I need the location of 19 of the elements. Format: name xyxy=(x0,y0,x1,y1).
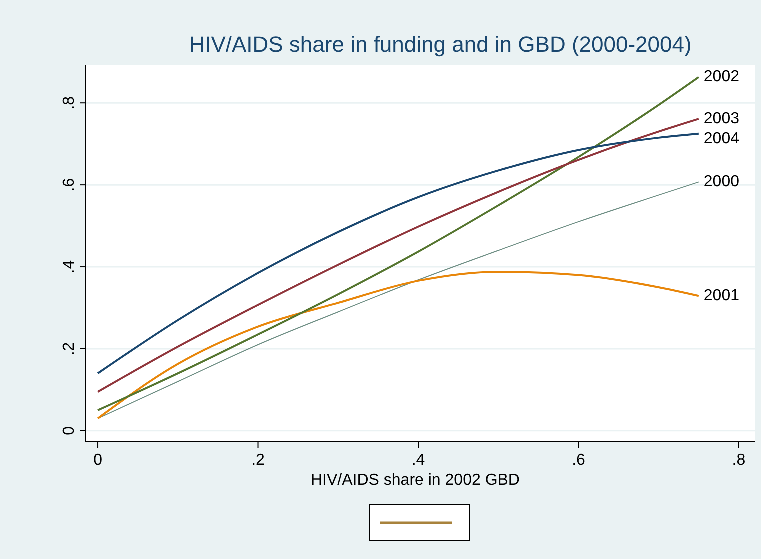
series-label: 2000 xyxy=(704,173,740,190)
series-label: 2004 xyxy=(704,130,740,148)
line-series xyxy=(97,270,700,420)
series-label: 2001 xyxy=(704,287,740,304)
y-tick-label: 0 xyxy=(61,426,78,436)
y-tick-label: .4 xyxy=(61,260,78,274)
x-axis-title: HIV/AIDS share in 2002 GBD xyxy=(311,472,520,489)
x-tick-label: .8 xyxy=(732,452,746,469)
x-tick-label: 0 xyxy=(94,452,103,469)
y-tick-label: .8 xyxy=(61,96,78,110)
x-tick-label: .2 xyxy=(252,452,266,469)
series-label: 2003 xyxy=(704,110,740,128)
x-tick-label: .6 xyxy=(572,452,586,469)
y-tick-label: .2 xyxy=(61,342,78,356)
chart-title: HIV/AIDS share in funding and in GBD (2000-2004) xyxy=(189,32,692,57)
y-tick-label: .6 xyxy=(61,178,78,192)
line-series xyxy=(97,76,700,412)
series-label: 2002 xyxy=(704,68,740,86)
x-tick-label: .4 xyxy=(412,452,426,469)
